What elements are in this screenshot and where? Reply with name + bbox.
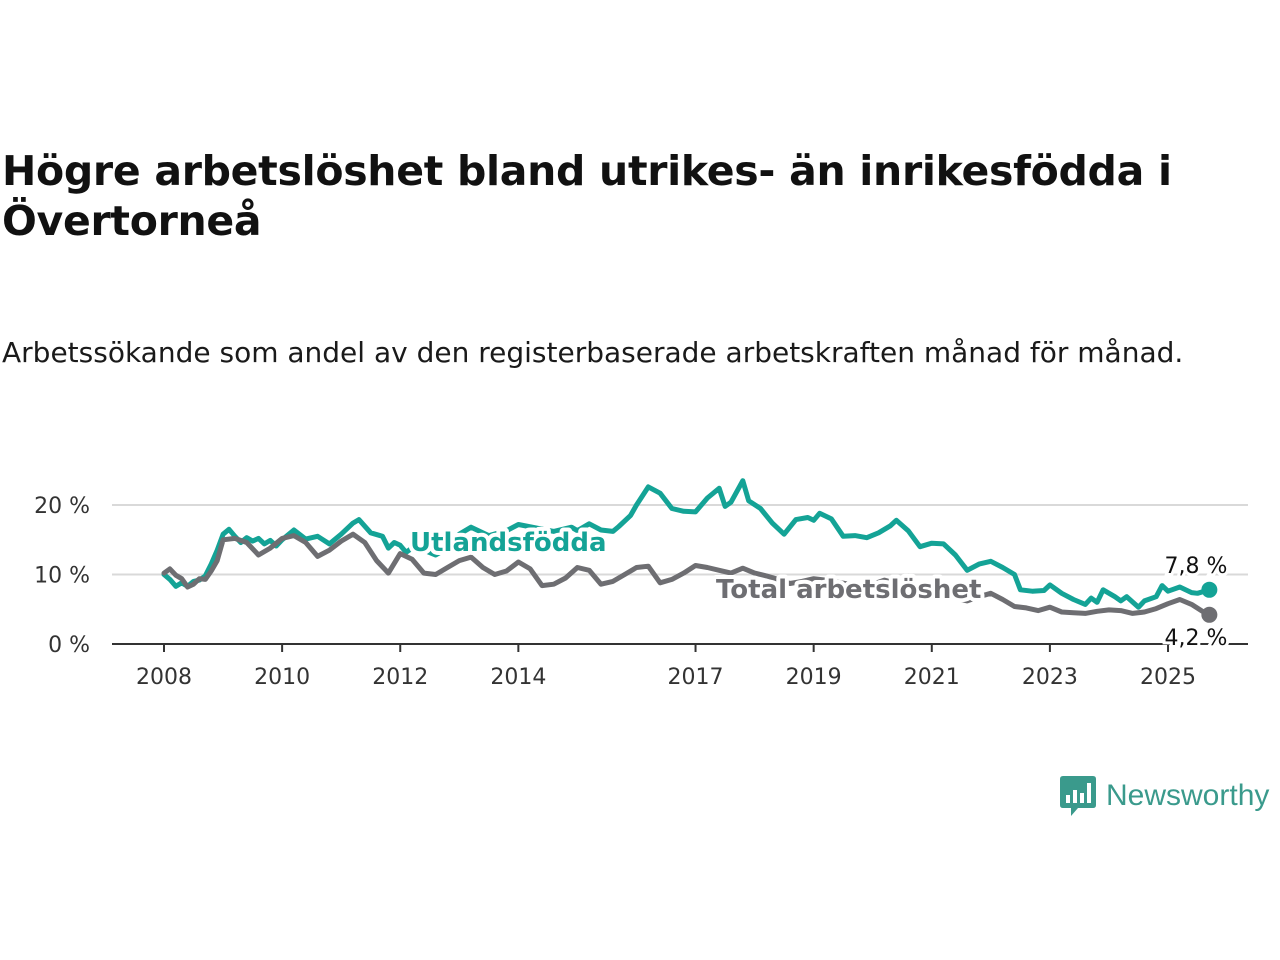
x-tick-label: 2012 [372,665,428,690]
x-tick-label: 2019 [786,665,842,690]
line-chart: 0 % 10 % 20 % 2008 2010 2012 2014 2017 2019 2021 2… [34,478,1248,690]
chart-title: Högre arbetslöshet bland utrikes- än inr… [2,147,1172,245]
x-tick-label: 2008 [136,665,192,690]
series-label: Total arbetslöshet [716,575,981,605]
series-end-label: 7,8 % [1165,554,1228,579]
y-tick-label: 0 % [48,633,90,658]
series-labels: Utlandsfödda 7,8 % Total arbetslöshet 4,2 % [406,524,1230,654]
series-end-point [1201,606,1218,623]
series-line [161,531,1212,618]
newsworthy-logo: Newsworthy [1058,772,1269,820]
x-tick-label: 2017 [668,665,724,690]
x-tick-label: 2010 [254,665,310,690]
series-label: Utlandsfödda [410,528,607,558]
x-tick-label: 2021 [904,665,960,690]
series-line [161,478,1212,610]
y-tick-label: 20 % [34,494,90,519]
series-end-label: 4,2 % [1165,626,1228,651]
x-tick-label: 2025 [1140,665,1196,690]
series-end-point [1201,581,1218,598]
brand-name: Newsworthy [1106,779,1270,812]
axes: 0 % 10 % 20 % 2008 2010 2012 2014 2017 2019 2021 2… [34,494,1248,690]
x-tick-label: 2023 [1022,665,1078,690]
x-tick-label: 2014 [490,665,546,690]
bar-chart-logo-icon [1060,776,1096,816]
series-lines [161,478,1218,623]
y-tick-label: 10 % [34,564,90,589]
chart-subtitle: Arbetssökande som andel av den registerb… [2,336,1184,369]
